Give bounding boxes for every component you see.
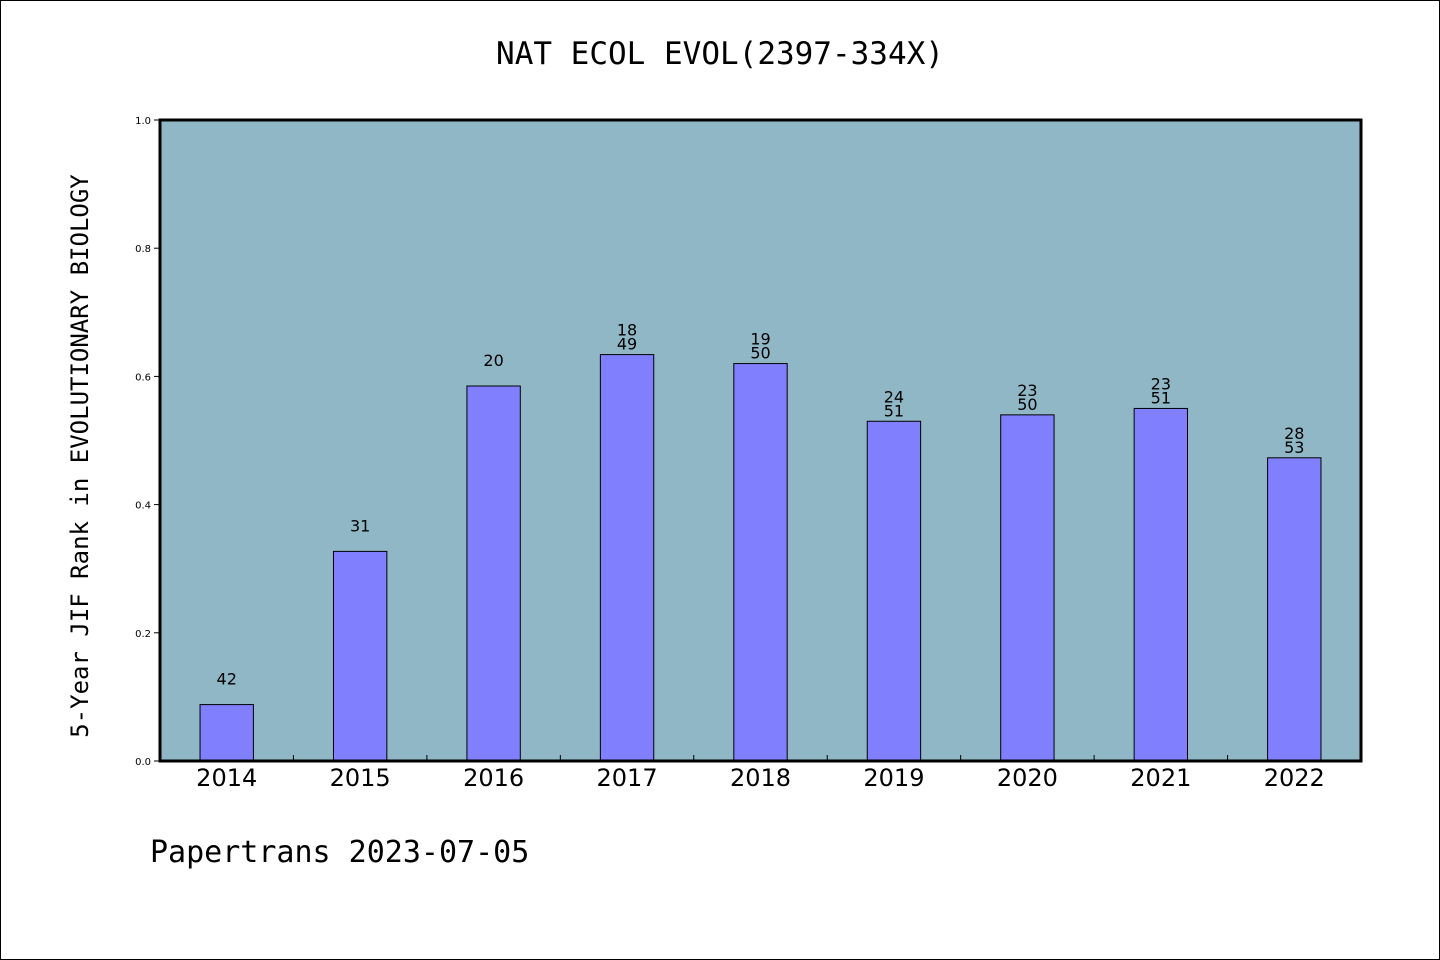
bar-2015 <box>332 550 388 762</box>
data-label: 50 <box>1017 395 1037 414</box>
data-label: 49 <box>617 335 637 354</box>
bar-2019 <box>866 420 922 762</box>
data-label: 20 <box>483 351 503 370</box>
data-label: 24 <box>884 387 904 406</box>
data-label: 42 <box>217 670 237 689</box>
bar-2017 <box>599 354 655 762</box>
data-label: 50 <box>750 344 770 363</box>
bar-2022 <box>1267 457 1322 762</box>
x-tick-label: 2020 <box>997 764 1058 792</box>
chart-title: NAT ECOL EVOL(2397-334X) <box>496 36 944 72</box>
y-tick-label: 0.8 <box>135 244 151 255</box>
data-label: 53 <box>1284 438 1304 457</box>
x-tick-label: 2016 <box>463 764 524 792</box>
y-tick-label: 1.0 <box>135 116 151 127</box>
data-label: 23 <box>1017 381 1037 400</box>
x-tick-label: 2017 <box>597 764 658 792</box>
bar-2021 <box>1133 407 1189 762</box>
y-tick-label: 0.2 <box>135 629 151 640</box>
bar-2016 <box>466 385 521 762</box>
x-tick-label: 2018 <box>730 764 791 792</box>
x-tick-label: 2014 <box>196 764 257 792</box>
bar-2018 <box>733 363 788 762</box>
y-tick-label: 0.6 <box>135 372 151 383</box>
x-tick-label: 2021 <box>1130 764 1191 792</box>
data-label: 19 <box>750 330 770 349</box>
bar-2014 <box>199 704 254 762</box>
x-tick-label: 2022 <box>1264 764 1325 792</box>
y-tick-label: 0.0 <box>135 757 151 768</box>
y-tick-label: 0.4 <box>135 501 151 512</box>
footer-text: Papertrans 2023-07-05 <box>150 835 530 870</box>
data-label: 18 <box>617 321 637 340</box>
x-tick-label: 2019 <box>863 764 924 792</box>
data-label: 23 <box>1151 374 1171 393</box>
data-label: 28 <box>1284 424 1304 443</box>
data-label: 51 <box>1151 388 1171 407</box>
plot-border <box>158 118 1363 763</box>
data-label: 51 <box>884 401 904 420</box>
data-label: 31 <box>350 516 370 535</box>
bar-2020 <box>1000 414 1055 762</box>
x-tick-label: 2015 <box>330 764 391 792</box>
